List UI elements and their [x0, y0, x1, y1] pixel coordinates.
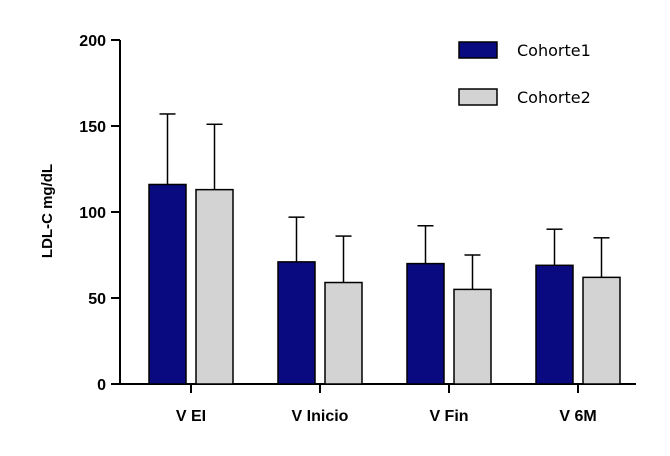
y-tick-label: 0 [97, 377, 106, 394]
bar-cohorte2 [582, 276, 621, 385]
x-tick-label: V Fin [429, 408, 468, 425]
x-axis: V EI V Inicio V Fin V 6M [120, 383, 636, 425]
legend-label: Cohorte2 [517, 88, 591, 107]
y-tick-label: 100 [79, 205, 106, 222]
y-axis: 0 50 100 150 200 [79, 33, 121, 394]
bar-cohorte2 [453, 288, 492, 385]
x-tick-label: V 6M [559, 408, 596, 425]
bar-cohorte2 [195, 188, 234, 385]
y-tick-label: 150 [79, 119, 106, 136]
bar-cohorte1 [148, 183, 187, 385]
y-tick-label: 50 [88, 291, 106, 308]
legend-label: Cohorte1 [517, 41, 591, 60]
bars [148, 183, 621, 385]
legend-swatch-cohorte1 [458, 41, 498, 59]
y-axis-title: LDL-C mg/dL [39, 164, 56, 258]
legend-swatch-cohorte2 [458, 88, 498, 106]
error-bars [159, 113, 610, 290]
bar-cohorte1 [277, 261, 316, 385]
x-tick-label: V EI [176, 408, 206, 425]
bar-cohorte1 [406, 262, 445, 385]
bar-cohorte2 [324, 281, 363, 385]
x-tick-label: V Inicio [292, 408, 349, 425]
bar-cohorte1 [535, 264, 574, 385]
y-tick-label: 200 [79, 33, 106, 50]
legend: Cohorte1 Cohorte2 [458, 41, 591, 107]
